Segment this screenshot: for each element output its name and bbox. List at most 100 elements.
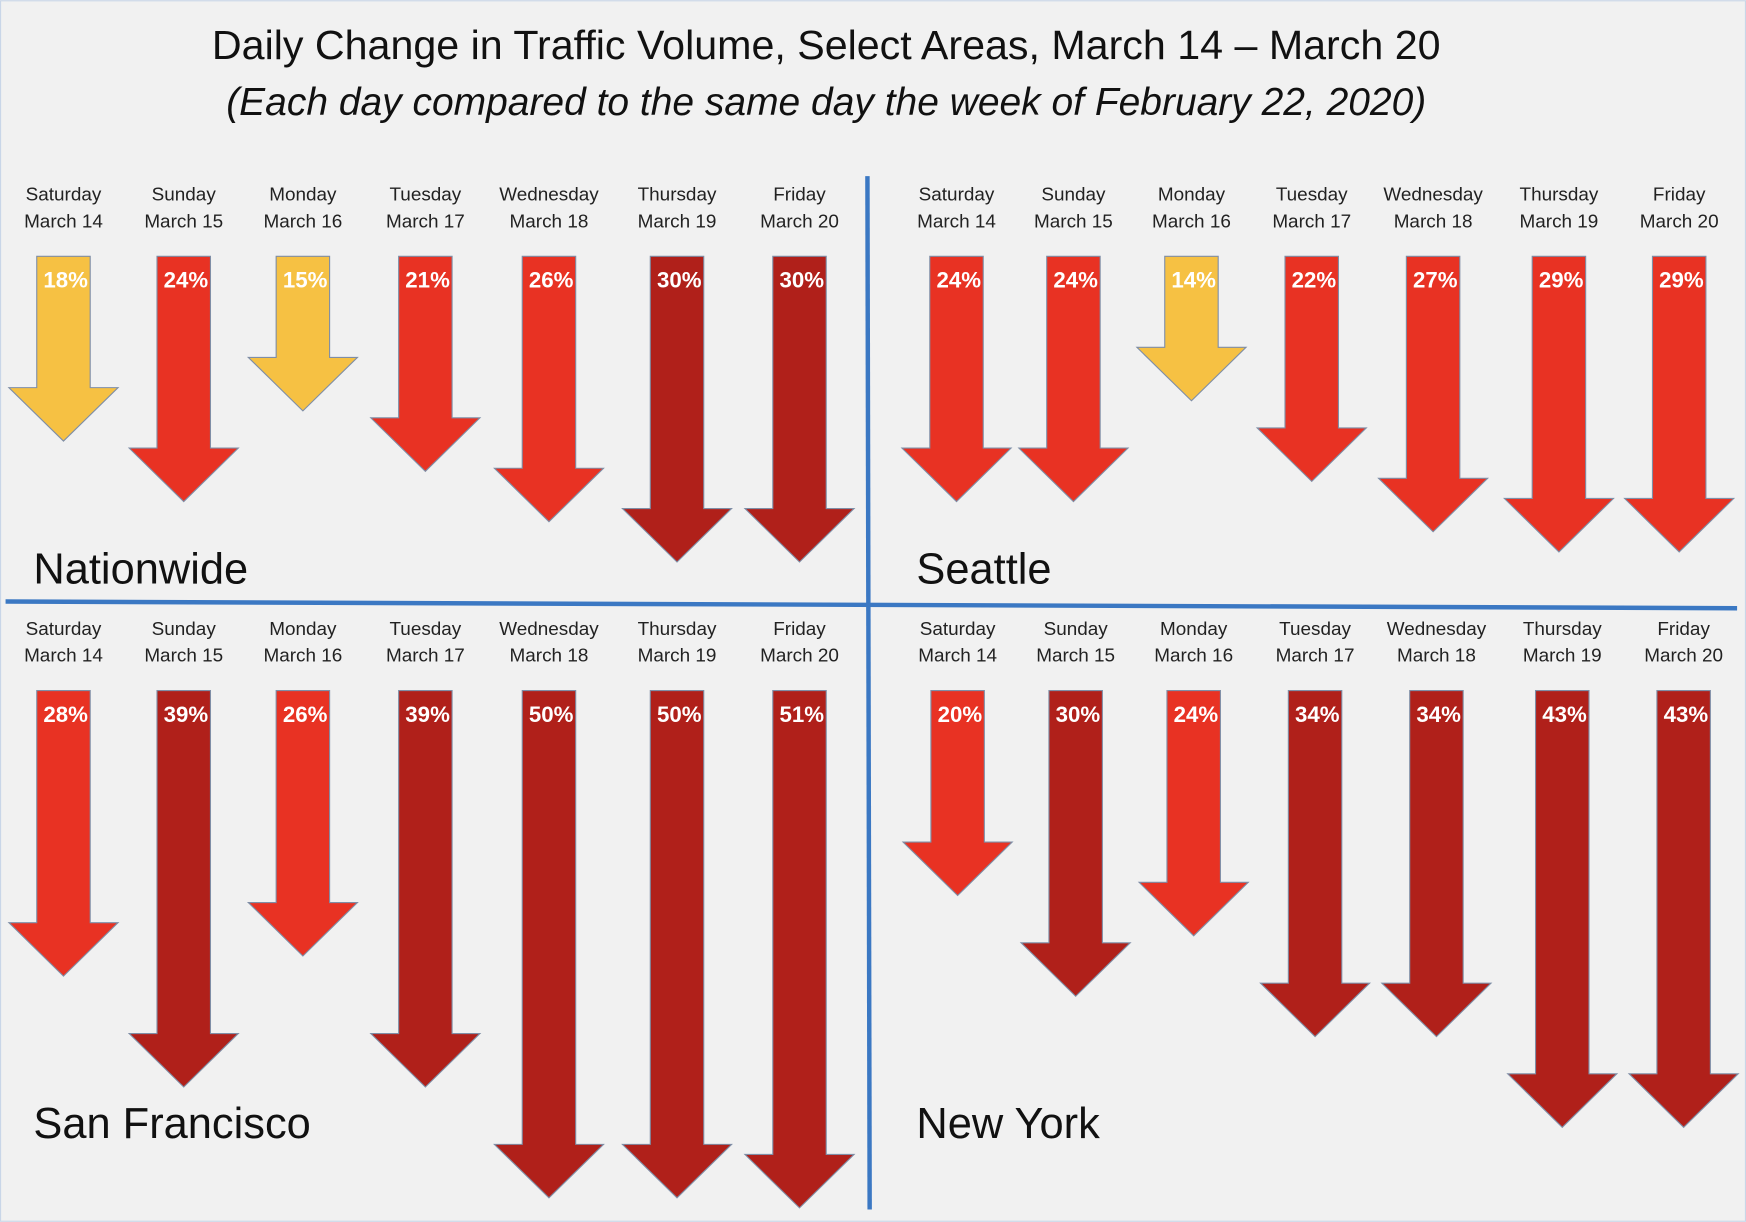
value-label: 43% xyxy=(1664,702,1709,727)
down-arrow-icon xyxy=(7,255,120,442)
day-label: Tuesday xyxy=(389,619,461,640)
value-label: 51% xyxy=(779,702,824,727)
panel-san-francisco: San Francisco Saturday March 14 28% Sunday Ma… xyxy=(7,619,856,1209)
day-label: Monday xyxy=(269,619,337,640)
date-label: March 16 xyxy=(263,211,342,232)
down-arrow-icon xyxy=(246,690,359,957)
day-label: Saturday xyxy=(26,619,102,640)
day-label: Wednesday xyxy=(1383,185,1483,206)
down-arrow-icon xyxy=(1137,690,1250,937)
down-arrow-icon xyxy=(127,690,240,1088)
value-label: 50% xyxy=(529,702,574,727)
date-label: March 15 xyxy=(1036,646,1115,667)
day-label: Friday xyxy=(773,619,826,640)
date-label: March 20 xyxy=(1640,211,1719,232)
value-label: 39% xyxy=(405,702,450,727)
panel-nationwide: Nationwide Saturday March 14 18% Sunday March… xyxy=(7,185,856,594)
down-arrow-icon xyxy=(743,690,856,1209)
down-arrow-icon xyxy=(1503,255,1615,553)
date-label: March 15 xyxy=(1034,211,1113,232)
value-label: 24% xyxy=(1174,702,1219,727)
vertical-divider xyxy=(865,176,872,1210)
date-label: March 19 xyxy=(1523,646,1602,667)
value-label: 21% xyxy=(405,268,450,293)
down-arrow-icon xyxy=(1017,255,1130,503)
region-name: Seattle xyxy=(916,546,1051,594)
date-label: March 17 xyxy=(386,646,465,667)
day-label: Saturday xyxy=(26,185,102,206)
value-label: 29% xyxy=(1659,268,1704,293)
down-arrow-icon xyxy=(1255,255,1368,483)
date-label: March 14 xyxy=(24,211,103,232)
day-label: Wednesday xyxy=(499,185,599,206)
value-label: 24% xyxy=(936,268,981,293)
region-name: Nationwide xyxy=(33,546,248,594)
down-arrow-icon xyxy=(1623,255,1736,553)
day-label: Monday xyxy=(1160,619,1228,640)
day-label: Sunday xyxy=(1044,619,1109,640)
day-label: Friday xyxy=(773,185,826,206)
date-label: March 16 xyxy=(263,646,342,667)
down-arrow-icon xyxy=(369,690,482,1088)
value-label: 26% xyxy=(283,702,328,727)
down-arrow-icon xyxy=(621,255,733,563)
day-label: Thursday xyxy=(1520,185,1599,206)
date-label: March 19 xyxy=(638,646,717,667)
value-label: 28% xyxy=(43,702,88,727)
day-label: Sunday xyxy=(152,619,217,640)
date-label: March 14 xyxy=(917,211,996,232)
value-label: 43% xyxy=(1542,702,1587,727)
date-label: March 19 xyxy=(1520,211,1599,232)
down-arrow-icon xyxy=(1259,690,1371,1038)
date-label: March 16 xyxy=(1152,211,1231,232)
date-label: March 18 xyxy=(510,646,589,667)
value-label: 50% xyxy=(657,702,702,727)
day-label: Tuesday xyxy=(389,185,461,206)
value-label: 18% xyxy=(43,268,88,293)
down-arrow-icon xyxy=(246,255,359,412)
down-arrow-icon xyxy=(1019,690,1132,998)
value-label: 27% xyxy=(1413,268,1458,293)
date-label: March 17 xyxy=(1272,211,1351,232)
region-name: New York xyxy=(916,1100,1100,1148)
down-arrow-icon xyxy=(743,255,856,563)
day-label: Saturday xyxy=(919,185,995,206)
value-label: 39% xyxy=(164,702,209,727)
day-label: Friday xyxy=(1657,619,1710,640)
value-label: 34% xyxy=(1295,702,1340,727)
day-label: Sunday xyxy=(152,185,217,206)
date-label: March 15 xyxy=(144,211,223,232)
chart-subtitle: (Each day compared to the same day the w… xyxy=(226,81,1426,124)
down-arrow-icon xyxy=(493,255,605,523)
date-label: March 20 xyxy=(1644,646,1723,667)
day-label: Thursday xyxy=(638,185,717,206)
date-label: March 14 xyxy=(918,646,997,667)
day-label: Tuesday xyxy=(1279,619,1351,640)
value-label: 26% xyxy=(529,268,574,293)
chart-title: Daily Change in Traffic Volume, Select A… xyxy=(212,22,1441,68)
value-label: 24% xyxy=(1053,268,1098,293)
panel-new-york: New York Saturday March 14 20% Sunday March 1… xyxy=(901,619,1740,1148)
day-label: Saturday xyxy=(920,619,996,640)
day-label: Monday xyxy=(1158,185,1226,206)
value-label: 20% xyxy=(938,702,983,727)
date-label: March 20 xyxy=(760,646,839,667)
date-label: March 14 xyxy=(24,646,103,667)
down-arrow-icon xyxy=(1377,255,1490,533)
down-arrow-icon xyxy=(1627,690,1740,1129)
down-arrow-icon xyxy=(1135,255,1248,402)
date-label: March 18 xyxy=(1394,211,1473,232)
day-label: Friday xyxy=(1653,185,1706,206)
down-arrow-icon xyxy=(493,690,605,1199)
down-arrow-icon xyxy=(127,255,240,503)
value-label: 30% xyxy=(779,268,824,293)
down-arrow-icon xyxy=(901,690,1014,897)
panel-seattle: Seattle Saturday March 14 24% Sunday March 15… xyxy=(900,185,1736,594)
day-label: Sunday xyxy=(1041,185,1106,206)
value-label: 29% xyxy=(1539,268,1584,293)
down-arrow-icon xyxy=(369,255,482,473)
date-label: March 20 xyxy=(760,211,839,232)
down-arrow-icon xyxy=(621,690,733,1199)
